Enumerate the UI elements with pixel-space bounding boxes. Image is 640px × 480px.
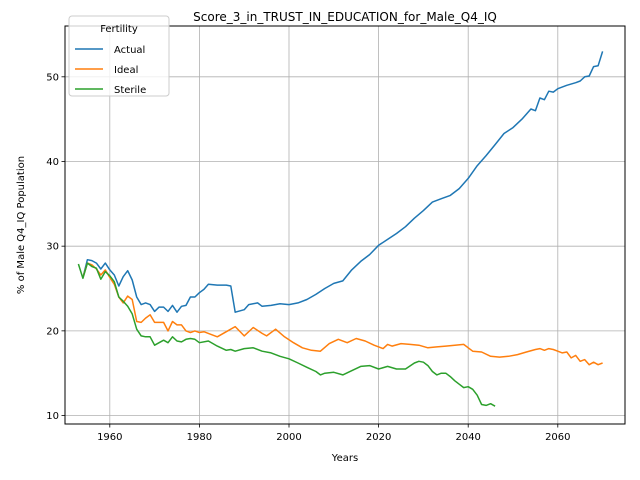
x-tick-label: 2040 bbox=[455, 432, 480, 443]
x-tick-label: 1980 bbox=[187, 432, 212, 443]
legend-entries: Actual Ideal Sterile bbox=[75, 45, 146, 96]
series-lines bbox=[77, 51, 604, 407]
x-tick-label: 2000 bbox=[276, 432, 301, 443]
series-line-sterile bbox=[77, 262, 496, 407]
x-axis-label: Years bbox=[331, 453, 358, 464]
series-line-actual bbox=[82, 51, 604, 313]
y-tick-label: 50 bbox=[46, 72, 59, 83]
legend: Fertility Actual Ideal Sterile bbox=[68, 15, 170, 97]
y-axis-label: % of Male Q4_IQ Population bbox=[16, 156, 27, 294]
x-tick-label: 2060 bbox=[545, 432, 570, 443]
y-tick-label: 10 bbox=[46, 411, 59, 422]
x-tick-label: 1960 bbox=[97, 432, 122, 443]
legend-label-sterile: Sterile bbox=[114, 85, 146, 96]
plot-frame bbox=[64, 25, 626, 425]
y-tick-label: 40 bbox=[46, 157, 59, 168]
legend-label-actual: Actual bbox=[114, 45, 145, 56]
ticks: 1960 1980 2000 2020 2040 2060 10 20 30 40 50 bbox=[46, 72, 570, 443]
chart-title: Score_3_in_TRUST_IN_EDUCATION_for_Male_Q… bbox=[193, 10, 497, 24]
y-tick-label: 30 bbox=[46, 242, 59, 253]
legend-label-ideal: Ideal bbox=[114, 65, 138, 76]
y-tick-label: 20 bbox=[46, 326, 59, 337]
grid bbox=[65, 26, 625, 424]
legend-title: Fertility bbox=[100, 24, 138, 35]
legend-box bbox=[68, 15, 170, 97]
x-tick-label: 2020 bbox=[366, 432, 391, 443]
series-line-ideal bbox=[82, 262, 603, 366]
